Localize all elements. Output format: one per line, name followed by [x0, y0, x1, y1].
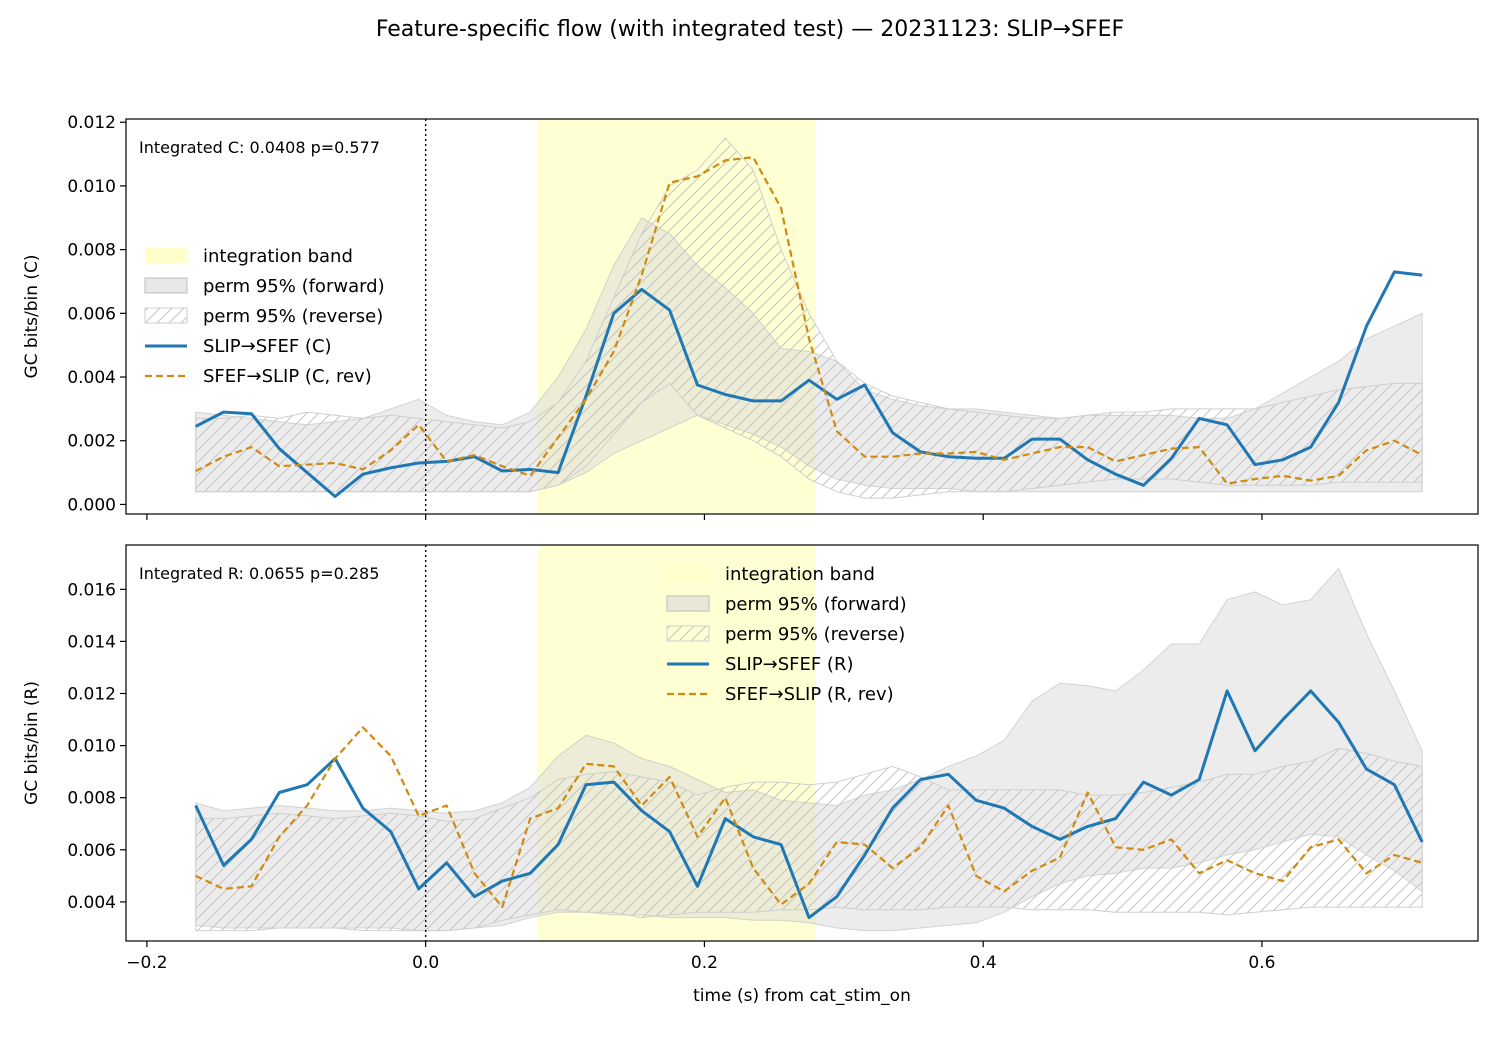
- panel-r: 0.004 0.006 0.008 0.010 0.012 0.014 0.016 −0.2 0…: [22, 544, 1479, 1006]
- legend-swatch-perm-reverse: [144, 307, 188, 324]
- legend-label: perm 95% (reverse): [725, 624, 905, 645]
- y-tick-label: 0.004: [67, 368, 116, 388]
- series-line-forward: [194, 689, 1424, 920]
- y-tick-label: 0.012: [67, 685, 116, 705]
- y-tick-label: 0.002: [67, 432, 116, 452]
- y-tick-label: 0.014: [67, 632, 116, 652]
- x-tick-label: −0.2: [126, 953, 167, 973]
- y-axis-label: GC bits/bin (R): [22, 681, 42, 805]
- legend: integration band perm 95% (forward) perm 9…: [144, 246, 385, 387]
- plot-area: [194, 545, 1424, 941]
- y-tick-label: 0.010: [67, 177, 116, 197]
- legend-swatch-band: [145, 248, 187, 263]
- y-tick-label: 0.004: [67, 893, 116, 913]
- legend-swatch-perm-forward: [144, 277, 188, 294]
- figure-title: Feature-specific flow (with integrated t…: [375, 17, 1125, 42]
- legend-label: perm 95% (forward): [203, 276, 385, 297]
- y-tick-label: 0.000: [67, 495, 116, 515]
- legend-label: SFEF→SLIP (C, rev): [203, 366, 372, 387]
- y-tick-label: 0.006: [67, 841, 116, 861]
- axes-frame: [125, 544, 1479, 942]
- legend-swatch-perm-reverse: [666, 625, 710, 642]
- legend-label: SLIP→SFEF (C): [203, 336, 332, 357]
- y-tick-label: 0.008: [67, 241, 116, 261]
- x-tick-label: 0.0: [412, 953, 439, 973]
- x-tick-label: 0.4: [970, 953, 997, 973]
- integrated-annotation: Integrated C: 0.0408 p=0.577: [139, 138, 380, 157]
- x-tick-label: 0.2: [691, 953, 718, 973]
- legend-swatch-perm-forward: [666, 595, 710, 612]
- legend-label: integration band: [203, 246, 353, 267]
- x-axis-label: time (s) from cat_stim_on: [693, 986, 911, 1006]
- x-tick-label: 0.6: [1248, 953, 1275, 973]
- series-line-forward: [195, 270, 1423, 498]
- y-tick-label: 0.010: [67, 737, 116, 757]
- y-tick-label: 0.006: [67, 304, 116, 324]
- legend: integration band perm 95% (forward) perm 9…: [666, 564, 907, 705]
- plot-area: [195, 119, 1423, 514]
- legend-label: SFEF→SLIP (R, rev): [725, 684, 894, 705]
- axes-frame: [125, 118, 1479, 515]
- perm-reverse-band: [195, 747, 1423, 932]
- legend-label: perm 95% (reverse): [203, 306, 383, 327]
- integrated-annotation: Integrated R: 0.0655 p=0.285: [139, 564, 379, 583]
- legend-label: integration band: [725, 564, 875, 585]
- y-tick-label: 0.016: [67, 580, 116, 600]
- y-tick-label: 0.008: [67, 789, 116, 809]
- legend-label: SLIP→SFEF (R): [725, 654, 853, 675]
- panel-c: 0.000 0.002 0.004 0.006 0.008 0.010 0.012 GC bi…: [22, 113, 1479, 520]
- legend-label: perm 95% (forward): [725, 594, 907, 615]
- perm-reverse-band: [195, 137, 1423, 499]
- y-tick-label: 0.012: [67, 113, 116, 133]
- series-line-reverse: [195, 726, 1423, 909]
- legend-swatch-band: [667, 566, 709, 581]
- y-axis-label: GC bits/bin (C): [22, 254, 42, 378]
- series-line-reverse: [195, 156, 1423, 485]
